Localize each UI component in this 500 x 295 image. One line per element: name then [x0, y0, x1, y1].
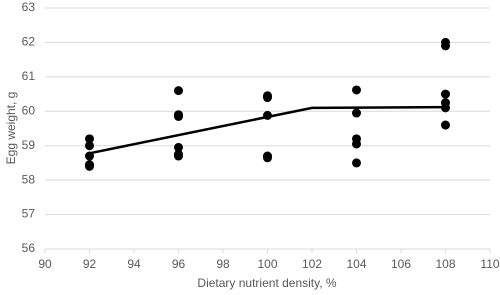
data-point — [174, 86, 183, 96]
data-point — [441, 103, 450, 113]
x-tick-label: 100 — [257, 257, 277, 271]
y-tick-label: 56 — [22, 241, 36, 255]
x-tick-label: 108 — [435, 257, 455, 271]
data-point — [263, 153, 272, 163]
data-point — [352, 108, 361, 118]
x-tick-label: 98 — [216, 257, 230, 271]
x-tick-label: 96 — [172, 257, 186, 271]
x-axis-label: Dietary nutrient density, % — [197, 276, 337, 290]
data-point — [85, 134, 94, 144]
x-tick-label: 110 — [480, 257, 499, 271]
data-point — [441, 120, 450, 130]
y-tick-label: 62 — [22, 35, 36, 49]
y-tick-label: 61 — [22, 69, 36, 83]
data-point — [441, 89, 450, 99]
data-point — [174, 142, 183, 152]
y-axis-label: Egg weight, g — [4, 92, 18, 165]
data-point — [352, 158, 361, 168]
data-point — [85, 141, 94, 151]
data-point — [85, 161, 94, 171]
y-tick-label: 57 — [22, 207, 36, 221]
y-tick-label: 63 — [22, 0, 36, 14]
data-point — [174, 111, 183, 121]
x-tick-label: 90 — [38, 257, 52, 271]
y-tick-label: 58 — [22, 172, 36, 186]
x-tick-label: 94 — [127, 257, 141, 271]
data-point — [352, 139, 361, 149]
x-tick-label: 104 — [346, 257, 366, 271]
data-point — [263, 93, 272, 103]
x-tick-label: 106 — [391, 257, 411, 271]
y-tick-label: 59 — [22, 138, 36, 152]
y-tick-label: 60 — [22, 103, 36, 117]
fit-line — [89, 105, 446, 155]
data-point — [85, 151, 94, 161]
data-point — [441, 41, 450, 51]
x-tick-label: 92 — [83, 257, 97, 271]
data-point — [263, 110, 272, 120]
x-tick-label: 102 — [302, 257, 322, 271]
data-point — [352, 85, 361, 95]
data-point — [174, 151, 183, 161]
